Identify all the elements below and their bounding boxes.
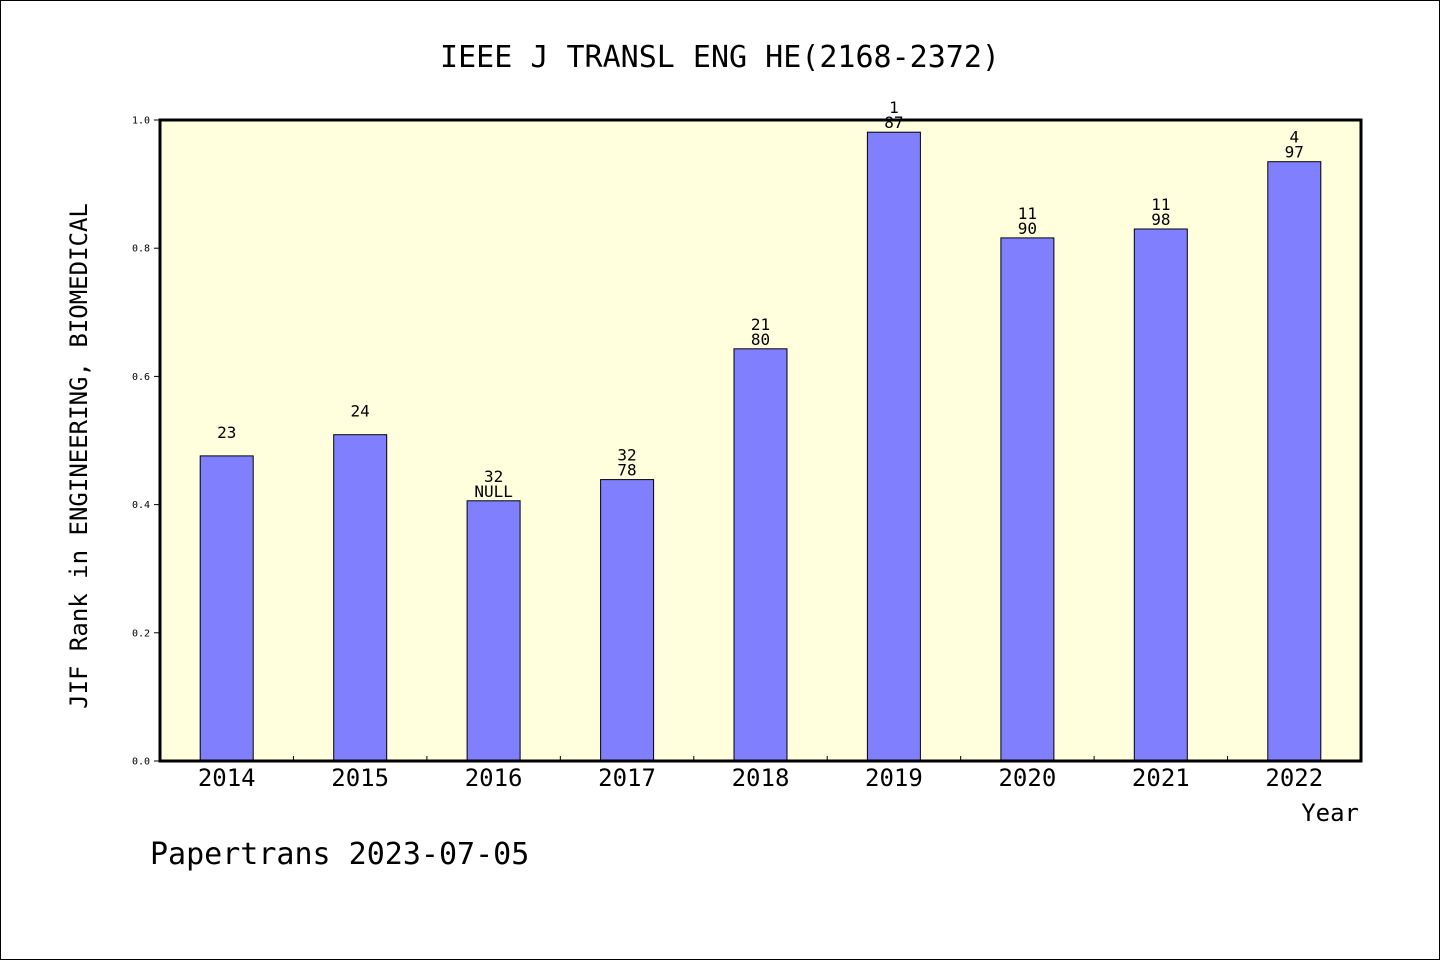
x-tick-label-2014: 2014	[198, 764, 256, 792]
y-tick-label: 0.6	[132, 372, 150, 383]
y-axis: 0.0 0.2 0.4 0.6 0.8 1.0	[132, 116, 160, 768]
bar-label-bottom-2019: 87	[884, 113, 903, 132]
y-tick-label: 0.4	[132, 500, 150, 511]
bar-label-top-2018: 21	[751, 315, 770, 334]
bar-label-top-2022: 4	[1289, 128, 1299, 147]
bar-label-top-2020: 11	[1018, 204, 1037, 223]
bar-label-2014: 23	[217, 423, 236, 442]
bar-label-bottom-2021: 98	[1151, 210, 1170, 229]
bar-label-bottom-2016: NULL	[474, 482, 513, 501]
bar-label-2015: 24	[351, 402, 370, 421]
x-tick-label-2019: 2019	[865, 764, 923, 792]
bar-2022	[1267, 161, 1322, 762]
bar-label-bottom-2022: 97	[1285, 143, 1304, 162]
x-tick-label-2017: 2017	[598, 764, 656, 792]
y-tick-label: 0.0	[132, 757, 150, 768]
x-tick-label-2015: 2015	[331, 764, 389, 792]
bar-2020	[1000, 237, 1055, 762]
y-axis-label: JIF Rank in ENGINEERING, BIOMEDICAL	[65, 203, 93, 709]
chart-title: IEEE J TRANSL ENG HE(2168-2372)	[440, 40, 1000, 75]
bar-2019	[866, 131, 921, 762]
bar-label-top-2019: 1	[889, 98, 899, 117]
bar-2014	[199, 455, 254, 762]
x-tick-label-2020: 2020	[998, 764, 1056, 792]
x-tick-label-2022: 2022	[1265, 764, 1323, 792]
x-axis: 2014 2015 2016 2017 2018 2019 2020 2021 2022	[198, 756, 1323, 792]
y-tick-label: 0.2	[132, 628, 150, 639]
bar-2018	[733, 348, 788, 762]
bar-2016	[466, 500, 521, 762]
x-tick-label-2016: 2016	[465, 764, 523, 792]
y-tick-label: 0.8	[132, 244, 150, 255]
bar-2017	[600, 479, 655, 762]
bar-label-top-2021: 11	[1151, 195, 1170, 214]
x-tick-label-2021: 2021	[1132, 764, 1190, 792]
bar-label-top-2017: 32	[617, 446, 636, 465]
y-tick-label: 1.0	[132, 116, 150, 127]
bar-label-bottom-2018: 80	[751, 330, 770, 349]
bar-label-bottom-2017: 78	[617, 461, 636, 480]
x-axis-label: Year	[1301, 799, 1359, 827]
bar-label-top-2016: 32	[484, 467, 503, 486]
bar-2021	[1133, 228, 1188, 762]
bars-layer	[199, 131, 1322, 762]
footer-watermark: Papertrans 2023-07-05	[150, 837, 529, 872]
x-tick-label-2018: 2018	[732, 764, 790, 792]
bar-2015	[333, 434, 388, 762]
plot-frame	[158, 118, 1363, 763]
bar-label-bottom-2020: 90	[1018, 219, 1037, 238]
